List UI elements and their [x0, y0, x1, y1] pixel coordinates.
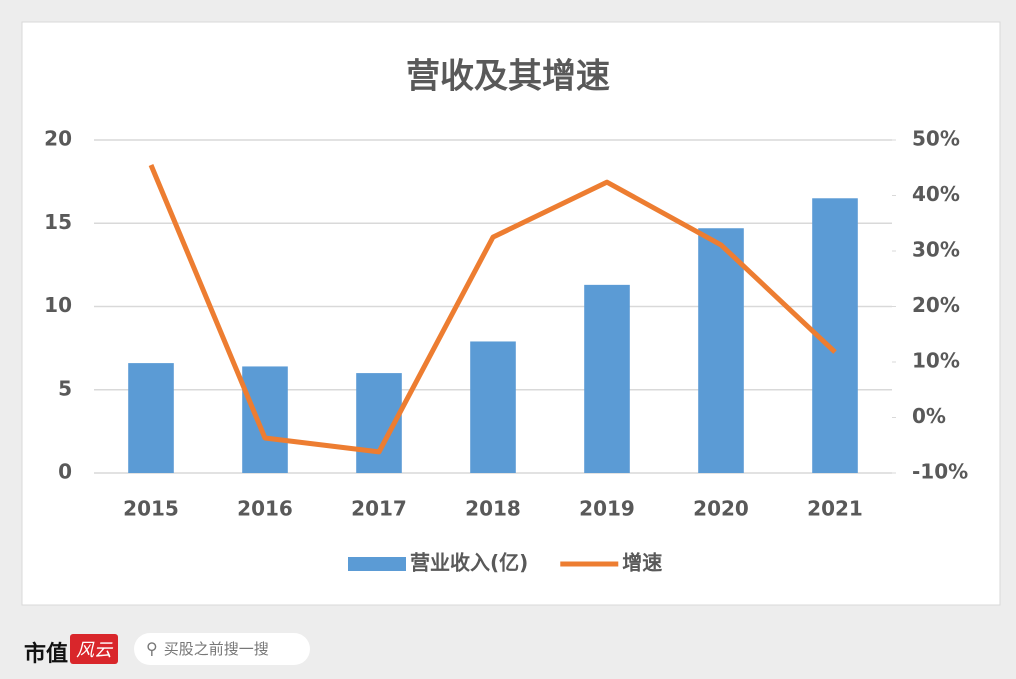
y-tick-label: 5: [58, 376, 72, 400]
brand-mark: 风云: [70, 634, 118, 664]
bar: [242, 366, 288, 473]
y2-tick-label: 10%: [912, 349, 960, 373]
search-box[interactable]: ⚲ 买股之前搜一搜: [134, 633, 310, 665]
search-placeholder: 买股之前搜一搜: [163, 640, 269, 658]
y2-tick-label: -10%: [912, 460, 968, 484]
y2-tick-label: 50%: [912, 127, 960, 151]
brand: 市值: [24, 641, 69, 667]
bar: [470, 341, 516, 473]
y2-tick-label: 40%: [912, 182, 960, 206]
search-icon: ⚲: [146, 639, 158, 658]
y2-tick-label: 0%: [912, 404, 946, 428]
x-tick-label: 2018: [465, 497, 521, 521]
x-tick-label: 2021: [807, 497, 863, 521]
legend-label: 增速: [622, 551, 662, 575]
x-tick-label: 2016: [237, 497, 293, 521]
y-tick-label: 15: [44, 210, 72, 234]
footer: 市值 风云 ⚲ 买股之前搜一搜: [0, 620, 1016, 679]
x-tick-label: 2020: [693, 497, 749, 521]
x-tick-label: 2017: [351, 497, 407, 521]
legend-label: 营业收入(亿): [410, 551, 528, 575]
y2-tick-label: 30%: [912, 238, 960, 262]
y-tick-label: 10: [44, 293, 72, 317]
x-tick-label: 2019: [579, 497, 635, 521]
x-tick-label: 2015: [123, 497, 179, 521]
legend-swatch: [348, 557, 406, 571]
y-tick-label: 0: [58, 460, 72, 484]
y-tick-label: 20: [44, 127, 72, 151]
y2-tick-label: 20%: [912, 293, 960, 317]
bar: [698, 228, 744, 473]
chart: 营收及其增速 0 5 10 15 20 -10% 0% 10% 20% 30% 40% 50% 2015…: [21, 21, 1001, 606]
chart-title: 营收及其增速: [406, 57, 610, 97]
bar: [128, 363, 174, 473]
line: [148, 164, 837, 455]
bar: [584, 284, 630, 473]
